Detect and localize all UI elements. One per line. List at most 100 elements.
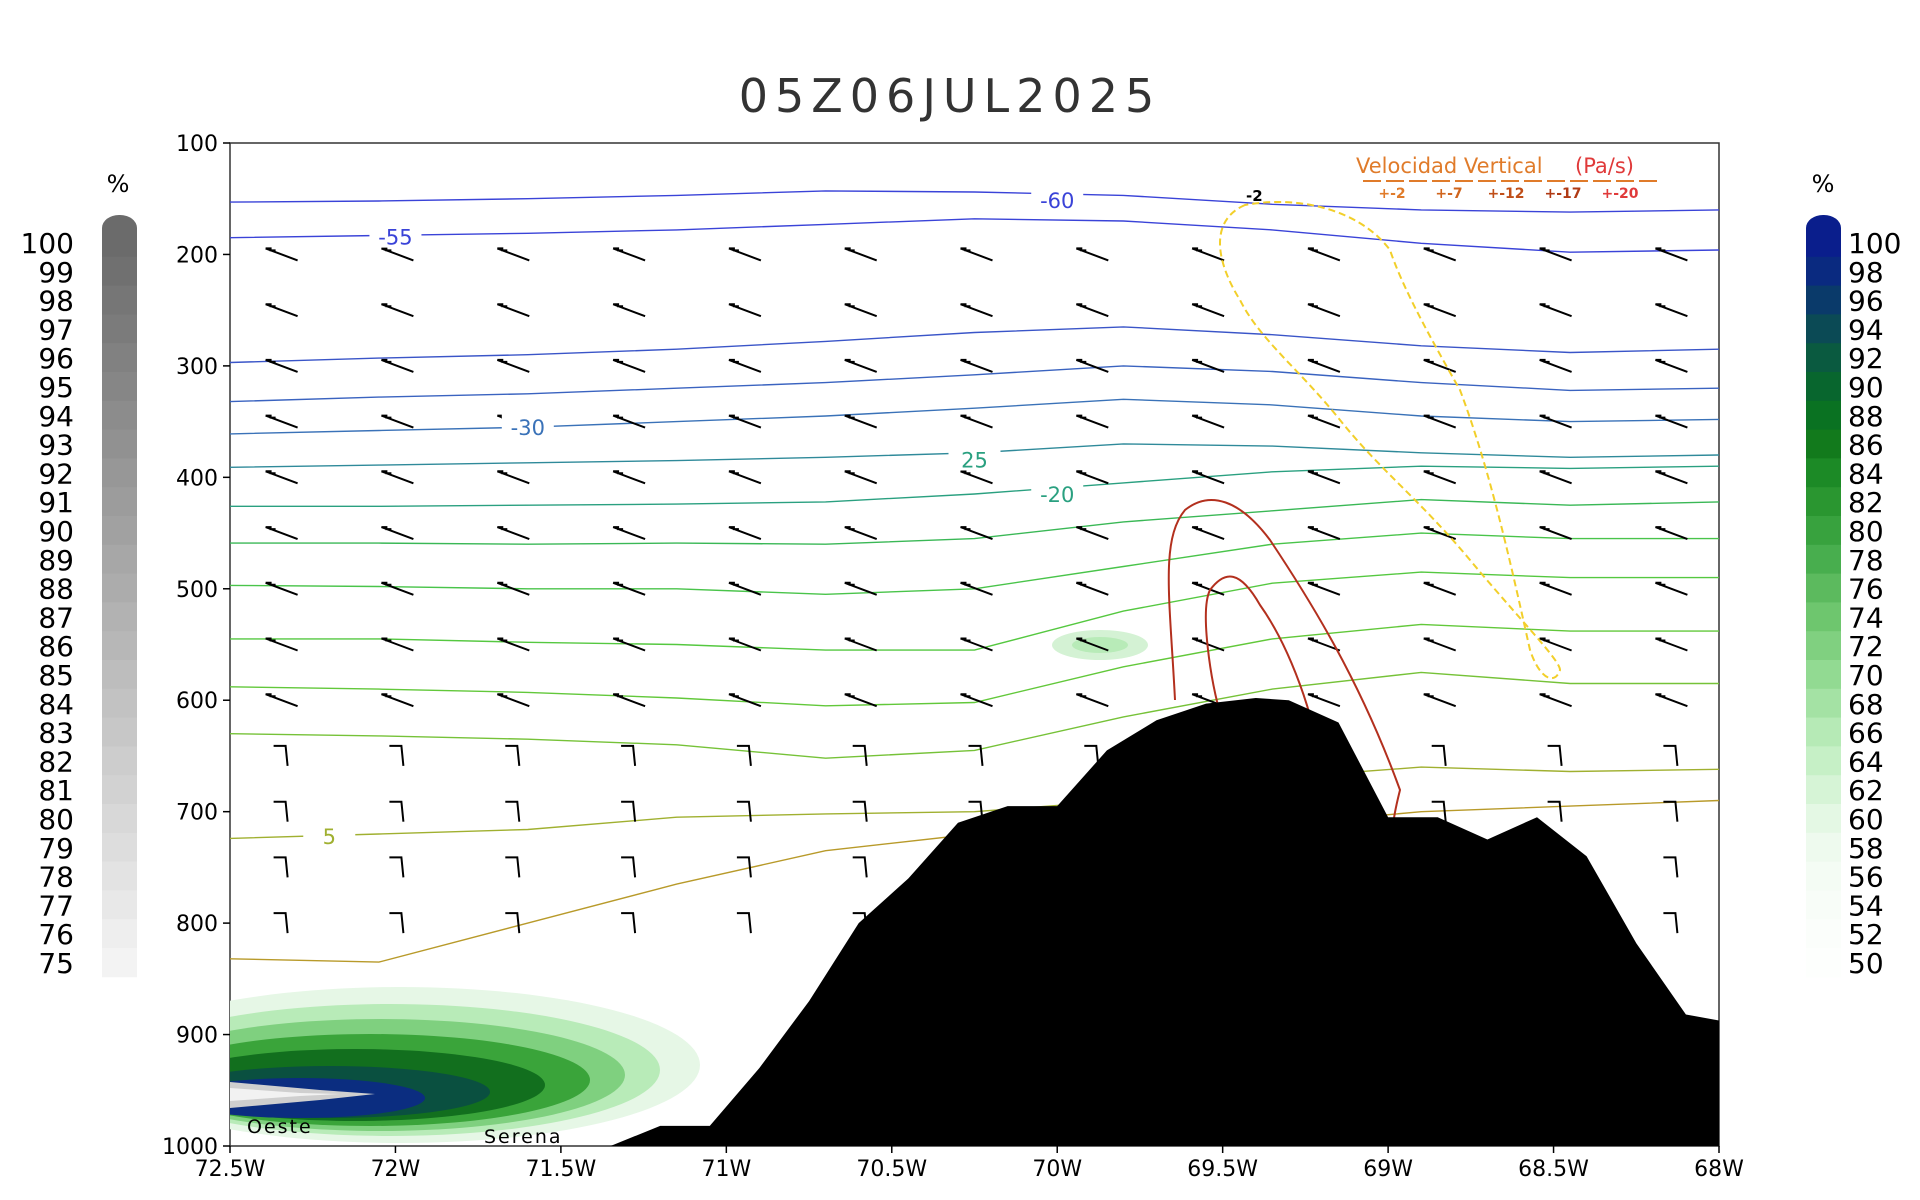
wind-barb [1075, 303, 1109, 318]
wind-barb [1547, 744, 1563, 766]
wind-barb [381, 414, 414, 429]
x-tick-label: 68.5W [1518, 1157, 1589, 1182]
isotherms [230, 190, 1719, 963]
y-tick-label: 800 [176, 912, 218, 937]
y-tick-label: 500 [176, 578, 218, 603]
wind-barb-shape [1075, 637, 1109, 652]
wind-barb-shape [1307, 414, 1341, 429]
legend-entry: +-17 [1544, 186, 1581, 202]
wind-barb [844, 358, 878, 373]
wind-barb [960, 693, 993, 708]
wind-barb [960, 526, 993, 541]
wind-barb [1655, 693, 1688, 708]
right-colorbar-unit: % [1812, 170, 1835, 198]
wind-barb [612, 470, 646, 485]
left-colorbar-cell [102, 660, 137, 690]
wind-barb-shape [1655, 693, 1688, 708]
wind-barb-shape [1663, 912, 1679, 934]
omega-label: -2 [1246, 187, 1263, 205]
right-colorbar-cell [1806, 804, 1841, 834]
wind-barb-shape [265, 693, 298, 708]
right-colorbar-cell [1806, 228, 1841, 258]
wind-barb-shape [1307, 581, 1341, 596]
right-colorbar-cell [1806, 948, 1841, 978]
wind-barb [265, 358, 298, 373]
left-colorbar-cell [102, 832, 137, 863]
wind-barb-shape [1655, 581, 1688, 596]
wind-barb-shape [1539, 414, 1572, 429]
legend-entry: +-7 [1435, 186, 1462, 202]
wind-barb [381, 581, 414, 596]
left-colorbar-label: 79 [38, 832, 74, 865]
left-colorbar-cell [102, 948, 137, 978]
left-colorbar-label: 77 [38, 889, 74, 922]
left-colorbar-label: 84 [38, 688, 74, 721]
x-tick-label: 71.5W [526, 1157, 597, 1182]
wind-barb [968, 744, 984, 766]
wind-barb [496, 526, 530, 541]
right-colorbar: % 10098969492908886848280787674727068666… [1806, 170, 1901, 980]
right-colorbar-label: 96 [1848, 285, 1884, 318]
right-colorbar-label: 74 [1848, 601, 1884, 634]
wind-barb [505, 856, 521, 878]
wind-barb-shape [728, 470, 762, 485]
wind-barb [1655, 358, 1688, 373]
right-colorbar-label: 66 [1848, 717, 1884, 750]
left-colorbar-cell [102, 429, 137, 459]
right-colorbar-cell [1806, 544, 1841, 575]
left-colorbar-label: 90 [38, 515, 74, 548]
wind-barb-shape [1423, 693, 1457, 708]
wind-barb [1655, 581, 1688, 596]
wind-barb-shape [960, 414, 993, 429]
y-tick-label: 300 [176, 355, 218, 380]
y-tick-label: 600 [176, 689, 218, 714]
y-tick-label: 200 [176, 243, 218, 268]
wind-barb [960, 414, 993, 429]
left-colorbar-label: 91 [38, 486, 74, 519]
right-colorbar-label: 90 [1848, 371, 1884, 404]
wind-barb-shape [960, 470, 993, 485]
left-colorbar-label: 82 [38, 745, 74, 778]
wind-barb-shape [1307, 303, 1341, 318]
wind-barb [852, 744, 868, 766]
wind-barb [496, 637, 530, 652]
right-colorbar-cell [1806, 861, 1841, 891]
left-colorbar-label: 75 [38, 947, 74, 980]
isotherm-label: -55 [378, 226, 412, 250]
wind-barb [960, 303, 993, 318]
right-colorbar-label: 54 [1848, 889, 1884, 922]
wind-barb-shape [728, 358, 762, 373]
wind-barb-shape [381, 693, 414, 708]
wind-barb [1539, 581, 1572, 596]
wind-barb [1075, 470, 1109, 485]
left-colorbar-cell [102, 804, 137, 834]
isotherm-line [230, 498, 1719, 545]
wind-barb [621, 912, 637, 934]
wind-barb-shape [728, 526, 762, 541]
wind-barb-shape [1307, 470, 1341, 485]
wind-barb-shape [1075, 581, 1109, 596]
wind-barb [844, 581, 878, 596]
wind-barb [381, 526, 414, 541]
right-colorbar-label: 58 [1848, 832, 1884, 865]
y-tick-label: 1000 [162, 1135, 218, 1160]
right-colorbar-cell [1806, 285, 1841, 315]
legend-entry: +-12 [1487, 186, 1524, 202]
wind-barb-shape [1539, 581, 1572, 596]
isotherm-line [230, 326, 1719, 364]
wind-barb-shape [960, 581, 993, 596]
wind-barb [1191, 303, 1225, 318]
wind-barb-shape [1191, 358, 1225, 373]
wind-barb-shape [621, 856, 637, 878]
left-colorbar-label: 87 [38, 601, 74, 634]
left-colorbar-cell [102, 314, 137, 344]
wind-barb-shape [1307, 247, 1341, 262]
wind-barb-shape [612, 358, 646, 373]
wind-barb-shape [389, 912, 405, 934]
wind-barb-shape [612, 414, 646, 429]
wind-barb-shape [1655, 358, 1688, 373]
left-colorbar-label: 89 [38, 544, 74, 577]
left-colorbar-cell [102, 919, 137, 949]
wind-barb-shape [728, 581, 762, 596]
wind-barb-shape [612, 247, 646, 262]
